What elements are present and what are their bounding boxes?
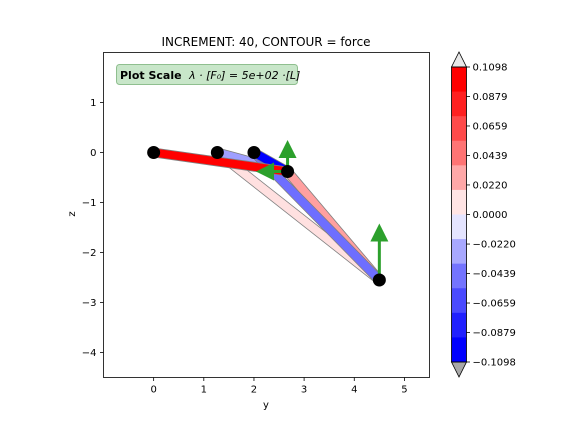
colorbar-tick-label: 0.0000 bbox=[473, 210, 508, 221]
colorbar-segment bbox=[451, 263, 467, 289]
y-tick-label: −1 bbox=[82, 198, 97, 209]
structure-node bbox=[372, 273, 386, 287]
plot-axes: 0 1 2 3 4 5 1 0 −1 −2 −3 −4 bbox=[82, 52, 430, 396]
structure-node bbox=[147, 146, 161, 159]
svg-text:Plot Scale λ · [F₀] = 5: Plot Scale λ · [F₀] = 5e+02 ·[L] bbox=[120, 69, 300, 82]
annotation-box bbox=[116, 64, 298, 85]
y-tick-label: 1 bbox=[90, 98, 96, 109]
colorbar-tick-label: 0.0220 bbox=[473, 180, 508, 191]
colorbar-segment bbox=[451, 67, 467, 93]
colorbar-tick-label: 0.0439 bbox=[473, 151, 508, 162]
annotation-bold: Plot Scale bbox=[120, 69, 182, 82]
plot-frame bbox=[103, 52, 430, 378]
colorbar-segment bbox=[451, 288, 467, 314]
colorbar-segment bbox=[451, 140, 467, 166]
y-tick-label: 0 bbox=[90, 148, 96, 159]
x-tick-label: 3 bbox=[301, 385, 307, 396]
colorbar-segment bbox=[451, 189, 467, 215]
colorbar-segment bbox=[451, 116, 467, 142]
x-tick-label: 5 bbox=[401, 385, 407, 396]
colorbar-segment bbox=[451, 312, 467, 338]
colorbar-tick-label: −0.0659 bbox=[473, 299, 516, 310]
x-tick-label: 2 bbox=[251, 385, 257, 396]
x-tick-label: 1 bbox=[201, 385, 207, 396]
x-axis-label: y bbox=[263, 400, 269, 411]
y-tick-label: −4 bbox=[82, 348, 97, 359]
x-ticks: 0 1 2 3 4 5 bbox=[150, 377, 408, 396]
x-tick-label: 0 bbox=[150, 385, 156, 396]
structure-node bbox=[247, 146, 261, 159]
structure-node bbox=[281, 165, 295, 178]
colorbar-tick-label: −0.1098 bbox=[473, 358, 516, 369]
y-tick-label: −3 bbox=[82, 298, 97, 309]
y-axis-label: z bbox=[67, 211, 78, 216]
y-ticks: 1 0 −1 −2 −3 −4 bbox=[82, 98, 104, 359]
x-tick-label: 4 bbox=[351, 385, 357, 396]
colorbar-tick-label: 0.0659 bbox=[473, 121, 508, 132]
y-tick-label: −2 bbox=[82, 248, 97, 259]
structure-layer bbox=[147, 140, 389, 287]
colorbar-tick-label: 0.0879 bbox=[473, 92, 508, 103]
colorbar: 0.1098 0.0879 0.0659 0.0439 0.0220 0.0000 −0.0… bbox=[450, 51, 516, 378]
colorbar-tick-label: 0.1098 bbox=[473, 63, 508, 74]
annotation-math: λ · [F₀] = 5e+02 ·[L] bbox=[188, 69, 300, 82]
chart-title: INCREMENT: 40, CONTOUR = force bbox=[161, 35, 370, 49]
colorbar-tick-label: −0.0220 bbox=[473, 240, 516, 251]
colorbar-segment bbox=[451, 214, 467, 240]
colorbar-tick-label: −0.0879 bbox=[473, 328, 516, 339]
colorbar-segment bbox=[451, 165, 467, 191]
structure-node bbox=[210, 146, 224, 159]
plot-scale-annotation: Plot Scale λ · [F₀] = 5e+02 ·[L] bbox=[116, 64, 300, 85]
colorbar-tick-label: −0.0439 bbox=[473, 269, 516, 280]
colorbar-segment bbox=[451, 337, 467, 363]
colorbar-segment bbox=[451, 91, 467, 117]
colorbar-segment bbox=[451, 239, 467, 265]
